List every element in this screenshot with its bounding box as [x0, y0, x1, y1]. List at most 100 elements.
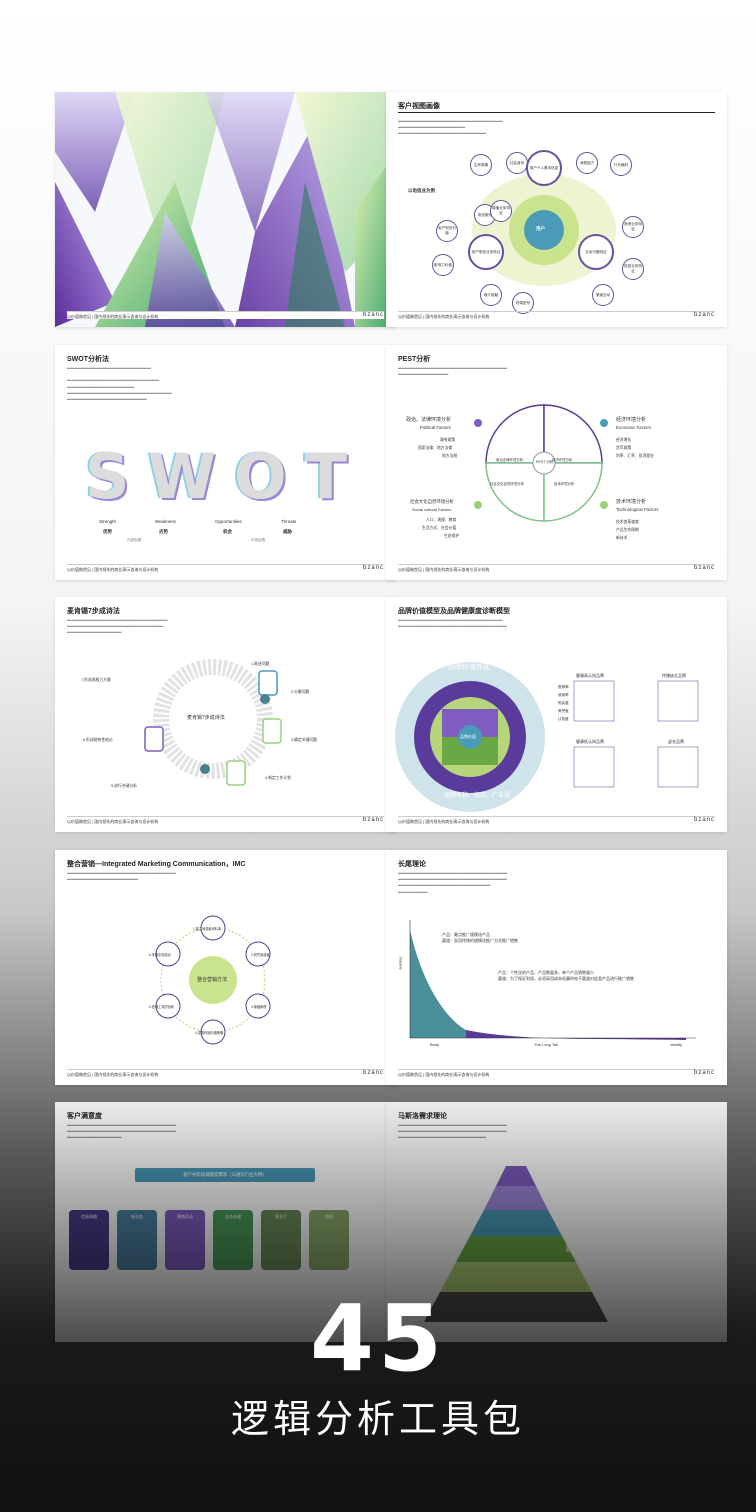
- imc-diagram: [155, 915, 271, 1045]
- metric-row: 认知度: [558, 717, 569, 721]
- logo: bzanc: [693, 312, 715, 318]
- slide-imc: 整合营销—Integrated Marketing Communication，…: [55, 850, 396, 1085]
- node: 行为偏好: [610, 154, 632, 176]
- node: 信息业务特征: [622, 258, 644, 280]
- tech-item: 技术变革速度: [616, 520, 639, 524]
- metric-rows: 推荐率 使用率 购买度 美誉度 认知度: [558, 683, 569, 723]
- step-label: 7.形成说服力方案: [81, 678, 111, 682]
- quadrant-label: 政治法律环境分析: [496, 458, 524, 462]
- slide-footer: 以价值做首见 | 国内领先的商业演示咨询与设计机构 bzanc: [67, 1069, 384, 1077]
- node: 渠道互动: [592, 284, 614, 306]
- logo: bzanc: [362, 565, 384, 571]
- brand-category: 传播缺乏品牌: [662, 673, 686, 678]
- annotation: 产品：个性化的产品，产品数量多，单个产品销售量少: [498, 970, 594, 975]
- slide-mckinsey: 麦肯锡7步成诗法 ▬▬▬▬▬▬▬▬▬▬▬▬▬▬▬▬▬▬▬▬▬▬▬▬ ▬▬▬▬▬▬▬…: [55, 597, 396, 832]
- stage-pill: 信息网络: [69, 1210, 109, 1270]
- social-title: 社会文化自然环境分析: [410, 499, 454, 504]
- imc-center: 整合营销方法: [197, 977, 228, 983]
- slide-footer: 以价值做首见 | 国内领先的商业演示咨询与设计机构 bzanc: [67, 311, 384, 319]
- slide-body-text: ▬▬▬▬▬▬▬▬▬▬▬▬▬▬▬▬▬▬▬▬▬▬▬▬▬▬▬▬▬▬▬▬▬▬▬▬▬▬▬▬…: [67, 1122, 176, 1140]
- node: 增值业务特征: [490, 200, 512, 222]
- satisfaction-banner: 客户各阶段满意度需求（以通信行业为例）: [135, 1168, 315, 1182]
- political-item: 地方法规: [442, 454, 458, 458]
- label-cn: 劣势: [159, 529, 168, 534]
- node: 用户电信业务特征: [468, 234, 504, 270]
- label-cn: 威胁: [283, 529, 292, 534]
- logo: bzanc: [362, 312, 384, 318]
- slide-brand-model: 品牌价值模型及品牌健康度诊断模型 ▬▬▬▬▬▬▬▬▬▬▬▬▬▬▬▬▬▬▬▬▬▬▬…: [386, 597, 727, 832]
- metric-row: 美誉度: [558, 709, 569, 713]
- node: 社会身份: [506, 152, 528, 174]
- slide-title: PEST分析: [398, 356, 431, 363]
- economic-item: 货币政策: [616, 446, 632, 450]
- node: 用户财务价值: [436, 220, 458, 242]
- tool-count: 45: [309, 1285, 447, 1392]
- metric-row: 推荐率: [558, 685, 569, 689]
- node: 生命周期: [470, 154, 492, 176]
- social-item: 生态保护: [444, 534, 460, 538]
- step-label: 2.分解问题: [291, 690, 310, 694]
- imc-node: 1.建立消费者资料库: [193, 927, 222, 931]
- social-item: 人口、地理、教育: [426, 518, 457, 522]
- node: 影响力价值: [432, 254, 454, 276]
- stage-pill: 新业务: [117, 1210, 157, 1270]
- slide-title: 麦肯锡7步成诗法: [67, 608, 120, 615]
- cycle-diagram: [144, 659, 282, 786]
- slide-body-text: ▬▬▬▬▬▬▬▬▬▬▬▬▬▬▬▬▬▬▬▬▬▬▬▬▬▬▬▬▬▬▬▬▬▬▬▬▬▬▬▬…: [67, 870, 176, 882]
- slide-footer: 以价值做首见 | 国内领先的商业演示咨询与设计机构 bzanc: [67, 816, 384, 824]
- example-label: 以电信业为例: [408, 188, 435, 193]
- political-item: 国家法律、地方法律: [418, 446, 453, 450]
- quadrant-label: 技术环境分析: [554, 482, 575, 486]
- brand-category: 健康低认知品牌: [576, 739, 604, 744]
- x-axis-label: The Long Tail: [534, 1042, 558, 1047]
- slide-body-text: ▬▬▬▬▬▬▬▬▬▬▬▬▬▬▬▬▬▬▬▬▬▬▬▬▬▬▬▬▬▬▬▬▬▬▬▬▬▬▬▬…: [67, 617, 168, 635]
- slide-body-text: ▬▬▬▬▬▬▬▬▬▬▬▬▬▬▬▬▬▬▬▬▬▬▬▬▬▬ ▬▬▬▬▬▬▬▬▬▬▬▬: [398, 365, 507, 377]
- x-axis-label: Body: [430, 1042, 440, 1047]
- slide-footer: 以价值做首见 | 国内领先的商业演示咨询与设计机构 bzanc: [398, 564, 715, 572]
- stage-pill: 业务办理: [213, 1210, 253, 1270]
- swot-word: SWOT: [85, 440, 366, 513]
- node: 媒介接触: [480, 284, 502, 306]
- step-label: 6.形成结构性结论: [83, 738, 113, 742]
- slide-title: 品牌价值模型及品牌健康度诊断模型: [398, 608, 510, 615]
- label-cn: 机会: [223, 529, 232, 534]
- slide-title: 整合营销—Integrated Marketing Communication，…: [67, 861, 246, 868]
- brand-bottom: 品牌名称、标志、广告语: [444, 793, 511, 799]
- customer-diagram: [472, 174, 616, 286]
- label-strength: Strength: [99, 519, 117, 524]
- tech-en: Technological Factors: [616, 507, 659, 512]
- annotation: 渠道：采用传统的规模化推广方式推广销售: [442, 938, 518, 943]
- center-label: 用户: [536, 226, 545, 231]
- tech-item: 新技术: [616, 536, 628, 540]
- logo: bzanc: [693, 817, 715, 823]
- step-label: 1.陈述问题: [251, 662, 270, 666]
- economic-item: 经济增长: [616, 438, 632, 442]
- slide-body-text: ▬▬▬▬▬▬▬▬▬▬▬▬▬▬▬▬▬▬▬▬▬▬▬▬▬▬▬▬▬▬▬▬▬▬▬▬▬▬▬▬…: [67, 365, 172, 402]
- footer-text: 以价值做首见 | 国内领先的商业演示咨询与设计机构: [67, 314, 159, 319]
- step-label: 5.进行关键分析: [111, 784, 137, 788]
- slide-footer: 以价值做首见 | 国内领先的商业演示咨询与设计机构 bzanc: [398, 1069, 715, 1077]
- political-item: 政府政策: [440, 438, 456, 442]
- logo: bzanc: [693, 565, 715, 571]
- social-item: 生活方式、社会价值: [422, 526, 457, 530]
- cycle-center: 麦肯锡7步成诗法: [187, 715, 225, 721]
- quadrant-label: 经济环境分析: [552, 458, 573, 462]
- outer-factors: 外部因素: [251, 538, 266, 542]
- quadrant-label: 社会文化自然环境分析: [490, 482, 524, 486]
- slide-footer: 以价值做首见 | 国内领先的商业演示咨询与设计机构 bzanc: [67, 564, 384, 572]
- node: 用户个人基本信息: [526, 150, 562, 186]
- imc-node: 2.研究消费者: [251, 953, 270, 957]
- slide-title: SWOT分析法: [67, 356, 109, 363]
- label-opportunities: Opportunities: [215, 519, 242, 524]
- stage-pill: 营销活动: [165, 1210, 205, 1270]
- node: 终端型号: [512, 292, 534, 314]
- node: 消费能力: [576, 152, 598, 174]
- brand-category: 虚名品牌: [668, 739, 684, 744]
- brand-core: 品牌价值: [460, 734, 476, 739]
- annotation: 渠道：为了保证利润，必须采用成本低廉的电子渠道对此类产品进行推广销售: [498, 976, 634, 981]
- tech-title: 技术环境分析: [616, 499, 647, 505]
- node: 其他业务特征: [622, 216, 644, 238]
- tech-item: 产品生命周期: [616, 528, 639, 532]
- slide-footer: 以价值做首见 | 国内领先的商业演示咨询与设计机构 bzanc: [398, 311, 715, 319]
- metric-row: 使用率: [558, 693, 569, 697]
